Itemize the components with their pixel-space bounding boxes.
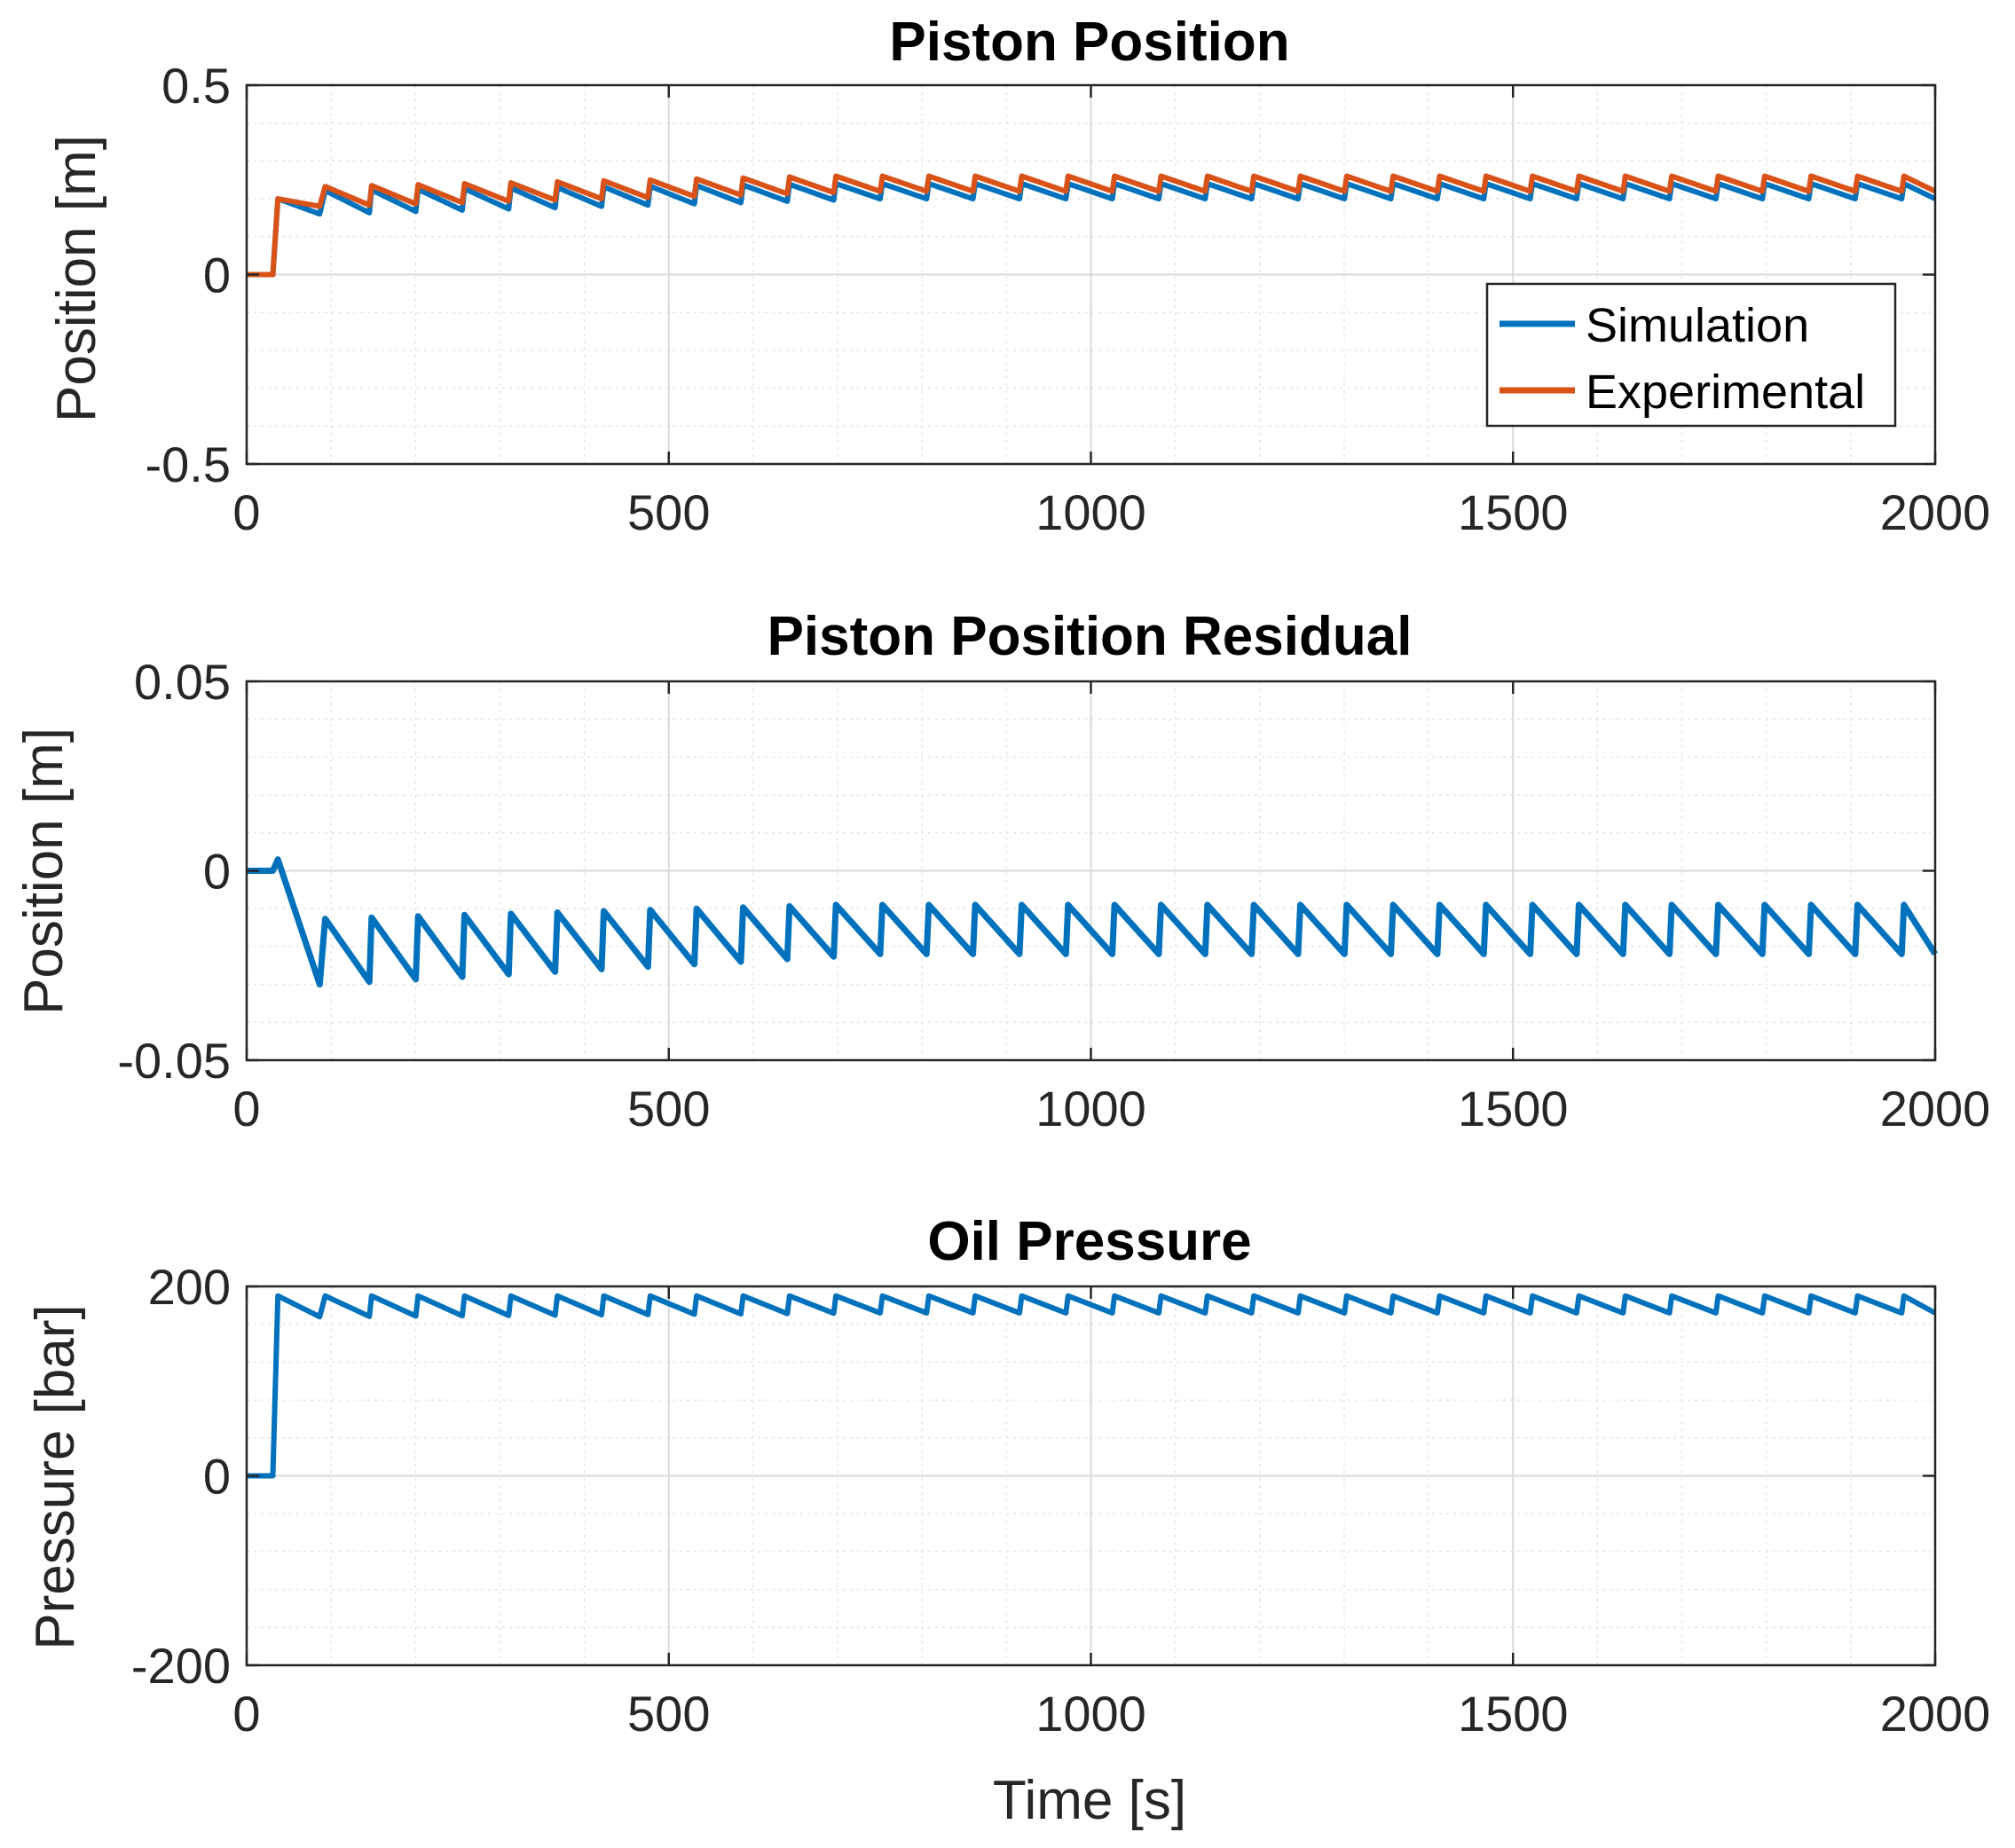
y-tick-label: 0.5 [161, 58, 231, 114]
series-line-simulation [247, 181, 1937, 278]
y-axis-label: Position [m] [13, 727, 75, 1015]
x-tick-label: 1000 [1035, 1081, 1146, 1136]
ticks: 0 500 1000 1500 2000-0.500.5 [146, 58, 1991, 540]
y-tick-label: 200 [148, 1259, 231, 1315]
panel-piston-position: Piston Position Position [m] 0 500 1000 150… [46, 12, 1990, 540]
series-line-experimental [247, 173, 1937, 278]
legend-label-experimental: Experimental [1586, 366, 1865, 419]
y-tick-label: -0.05 [117, 1033, 231, 1089]
x-tick-label: 500 [627, 1081, 710, 1136]
x-axis-label: Time [s] [993, 1770, 1186, 1831]
y-tick-label: 0 [203, 844, 231, 900]
grid [246, 1286, 1936, 1666]
legend-box [1485, 282, 1897, 428]
chart-title: Piston Position [889, 12, 1289, 73]
series-line-residual [247, 856, 1938, 988]
x-tick-label: 1500 [1458, 1081, 1569, 1136]
series-line-pressure [247, 1293, 1937, 1479]
x-tick-label: 500 [627, 484, 710, 540]
panel-piston-position-residual: Piston Position Residual Position [m] 0 5… [13, 606, 1990, 1136]
x-tick-label: 1500 [1458, 484, 1569, 540]
y-tick-label: -200 [131, 1638, 231, 1694]
grid [246, 680, 1936, 1061]
x-tick-label: 1000 [1035, 1686, 1146, 1742]
x-tick-label: 2000 [1880, 484, 1991, 540]
x-tick-label: 1500 [1458, 1686, 1569, 1742]
y-axis-label: Pressure [bar] [25, 1304, 86, 1649]
y-tick-label: -0.5 [146, 436, 232, 492]
x-tick-label: 1000 [1035, 484, 1146, 540]
x-tick-label: 500 [627, 1686, 710, 1742]
panel-oil-pressure: Oil Pressure Pressure [bar] 0 500 1000 1500… [25, 1211, 1990, 1831]
x-tick-label: 2000 [1880, 1686, 1991, 1742]
x-tick-label: 0 [232, 1081, 260, 1136]
y-axis-label: Position [m] [46, 135, 107, 422]
y-tick-label: 0 [203, 1449, 231, 1505]
series-group [247, 173, 1937, 278]
chart-title: Piston Position Residual [767, 606, 1413, 667]
x-tick-label: 2000 [1880, 1081, 1991, 1136]
y-tick-label: 0 [203, 248, 231, 303]
legend: Simulation Experimental [1485, 282, 1897, 428]
chart-title: Oil Pressure [927, 1211, 1251, 1272]
series-group [247, 856, 1938, 988]
y-tick-label: 0.05 [134, 654, 231, 710]
legend-label-simulation: Simulation [1586, 299, 1809, 352]
series-group [247, 1293, 1937, 1479]
x-tick-label: 0 [232, 1686, 260, 1742]
x-tick-label: 0 [232, 484, 260, 540]
